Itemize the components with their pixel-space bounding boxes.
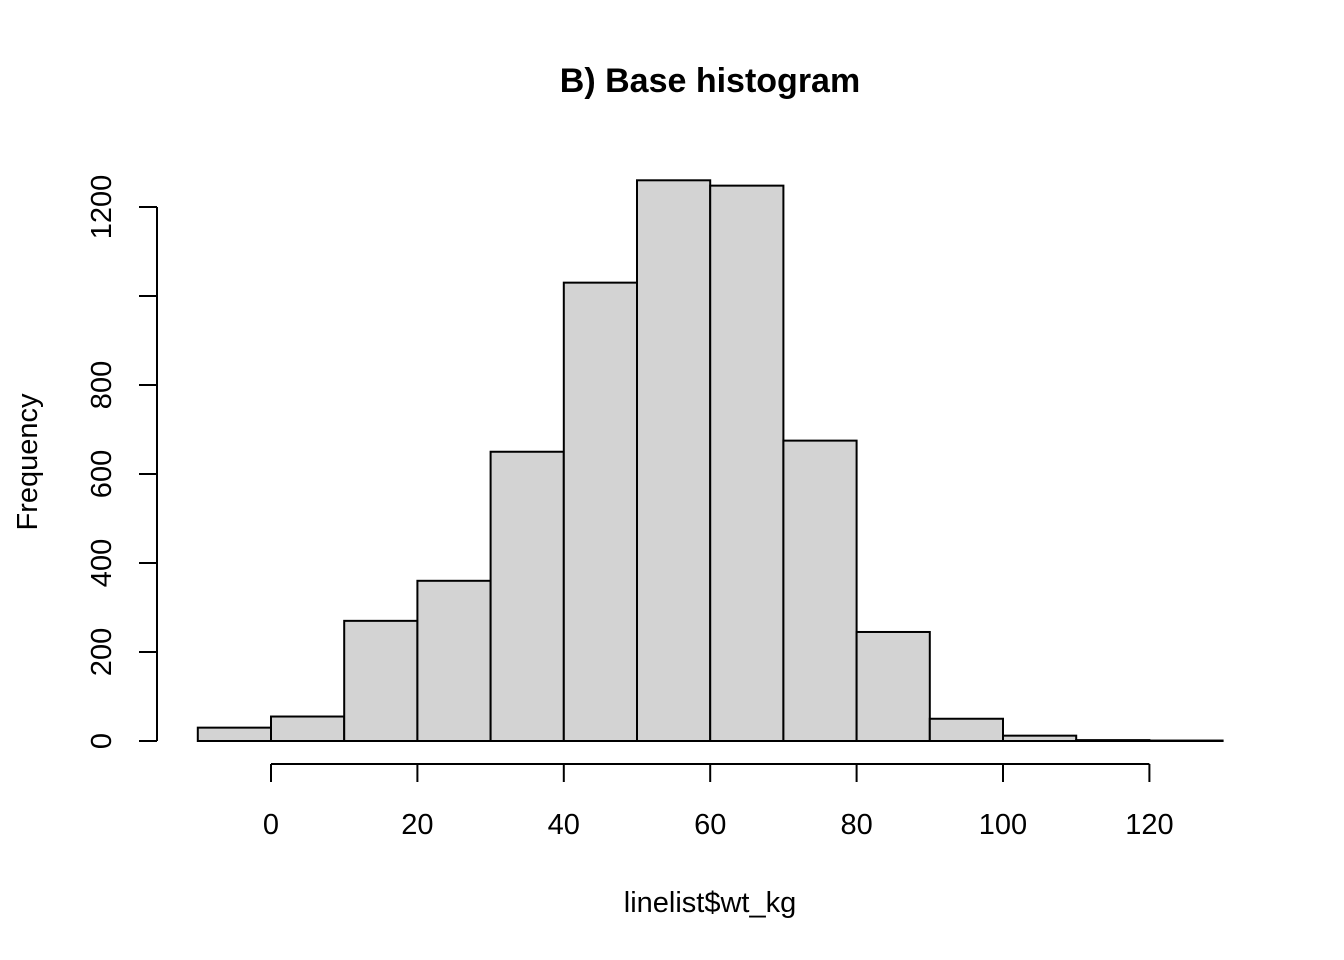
x-tick-label: 60	[694, 809, 726, 841]
x-tick-label: 20	[401, 809, 433, 841]
x-tick-label: 80	[840, 809, 872, 841]
chart-title: B) Base histogram	[560, 62, 860, 100]
y-axis: 0 200 400 600 800 1200	[86, 175, 158, 749]
histogram-bar	[196, 726, 272, 743]
histogram-bar	[489, 450, 565, 742]
histogram-bar	[636, 179, 712, 743]
histogram-bar	[416, 579, 492, 742]
y-tick-label: 200	[86, 628, 118, 676]
x-tick-label: 100	[979, 809, 1027, 841]
histogram-bar	[782, 439, 858, 742]
y-tick-label: 400	[86, 539, 118, 587]
x-tick-label: 0	[263, 809, 279, 841]
x-tick-label: 120	[1125, 809, 1173, 841]
histogram-bar	[928, 717, 1004, 742]
x-axis: 0 20 40 60 80 100 120	[263, 763, 1174, 841]
x-tick-label: 40	[548, 809, 580, 841]
y-tick-label: 800	[86, 361, 118, 409]
histogram-bar	[855, 630, 931, 742]
bars-group	[196, 179, 1224, 743]
histogram-bar	[709, 184, 785, 742]
histogram-bar	[270, 715, 346, 743]
x-axis-label: linelist$wt_kg	[624, 887, 796, 919]
y-axis-label: Frequency	[12, 393, 44, 531]
histogram-bar	[343, 619, 419, 742]
y-tick-label: 1200	[86, 175, 118, 240]
histogram-bar	[562, 281, 638, 742]
y-tick-label: 600	[86, 450, 118, 498]
y-tick-label: 0	[86, 733, 118, 749]
